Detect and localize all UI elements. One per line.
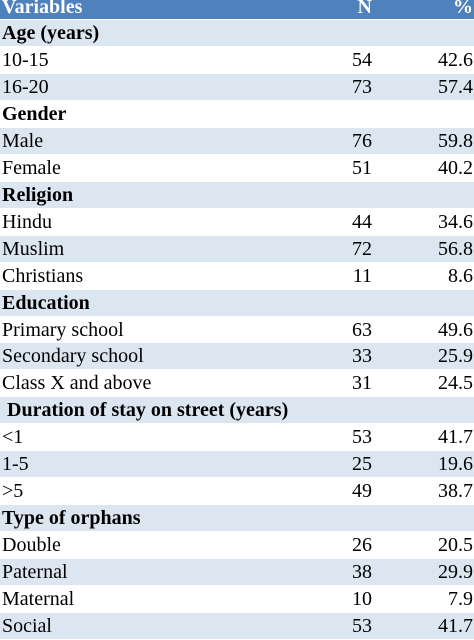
percent-cell: 34.6	[438, 210, 473, 233]
count-cell: 33	[352, 345, 372, 368]
percent-cell: 29.9	[438, 561, 473, 584]
section-title: Religion	[2, 183, 74, 206]
table-row: Paternal 38 29.9	[0, 559, 474, 587]
count-cell: 76	[352, 129, 372, 152]
count-cell: 26	[352, 534, 372, 557]
variable-label: Hindu	[2, 210, 52, 233]
table-row: Hindu 44 34.6	[0, 209, 474, 236]
count-cell: 25	[352, 453, 372, 476]
table-row: Male 76 59.8	[0, 127, 474, 155]
percent-cell: 25.9	[438, 345, 473, 368]
percent-cell: 40.2	[438, 156, 473, 179]
variable-label: 1-5	[2, 453, 29, 476]
variable-label: >5	[2, 480, 24, 503]
percent-cell: 8.6	[448, 264, 473, 287]
count-cell: 54	[352, 48, 372, 71]
percent-cell: 56.8	[438, 237, 473, 260]
percent-cell: 42.6	[438, 48, 473, 71]
variable-label: Class X and above	[2, 372, 152, 395]
section-row: Gender	[0, 101, 474, 128]
variable-label: Female	[2, 156, 61, 179]
header-row: Variables N%	[0, 0, 474, 20]
count-cell: 38	[352, 561, 372, 584]
count-cell: 53	[352, 615, 372, 638]
section-title: Education	[2, 291, 90, 314]
section-row: Education	[0, 289, 474, 317]
percent-cell: 38.7	[438, 480, 473, 503]
table-row: 10-15 54 42.6	[0, 47, 474, 74]
variable-label: Paternal	[2, 561, 68, 584]
count-cell: 73	[352, 75, 372, 98]
table-row: Christians 11 8.6	[0, 263, 474, 290]
table-row: 1-5 25 19.6	[0, 451, 474, 479]
section-title: Age (years)	[2, 22, 100, 44]
section-row: Type of orphans	[0, 505, 474, 533]
count-cell: 31	[352, 372, 372, 395]
percent-cell: 20.5	[438, 534, 473, 557]
table-row: >5 49 38.7	[0, 478, 474, 506]
percent-cell: 41.7	[438, 615, 473, 638]
table-row: 16-20 73 57.4	[0, 73, 474, 101]
variable-label: Christians	[2, 264, 84, 287]
section-title: Gender	[2, 102, 67, 125]
count-cell: 53	[352, 426, 372, 449]
table-row: Maternal 10 7.9	[0, 586, 474, 614]
percent-cell: 7.9	[448, 588, 473, 611]
variable-label: Muslim	[2, 237, 65, 260]
variable-label: <1	[2, 426, 24, 449]
count-cell: 63	[352, 318, 372, 341]
table-row: Secondary school 33 25.9	[0, 343, 474, 371]
count-cell: 51	[352, 156, 372, 179]
table-row: Muslim 72 56.8	[0, 235, 474, 263]
header-cell: N	[357, 0, 372, 18]
variable-label: Secondary school	[2, 345, 144, 368]
section-row: Religion	[0, 181, 474, 209]
percent-cell: 19.6	[438, 453, 473, 476]
percent-cell: 49.6	[438, 318, 473, 341]
section-row: Age (years)	[0, 20, 474, 47]
variable-label: Social	[2, 615, 52, 638]
variable-label: 16-20	[2, 75, 49, 98]
variable-label: Double	[2, 534, 61, 557]
section-row: Duration of stay on street (years)	[0, 397, 474, 425]
count-cell: 11	[352, 264, 372, 287]
variable-label: Male	[2, 129, 44, 152]
percent-cell: 57.4	[438, 75, 473, 98]
variable-label: 10-15	[2, 48, 49, 71]
count-cell: 44	[352, 210, 372, 233]
variable-label: Maternal	[2, 588, 75, 611]
section-title: Duration of stay on street (years)	[2, 399, 289, 422]
count-cell: 49	[352, 480, 372, 503]
count-cell: 10	[352, 588, 372, 611]
table-row: <1 53 41.7	[0, 424, 474, 452]
header-cell: %	[453, 0, 473, 18]
variable-label: Primary school	[2, 318, 124, 341]
table-row: Primary school 63 49.6	[0, 317, 474, 344]
section-title: Type of orphans	[2, 507, 141, 530]
header-cell: Variables	[2, 0, 83, 18]
table-row: Female 51 40.2	[0, 155, 474, 182]
percent-cell: 24.5	[438, 372, 473, 395]
table-row: Class X and above 31 24.5	[0, 370, 474, 398]
percent-cell: 59.8	[438, 129, 473, 152]
table-row: Social 53 41.7	[0, 613, 474, 640]
percent-cell: 41.7	[438, 426, 473, 449]
table-row: Double 26 20.5	[0, 532, 474, 560]
count-cell: 72	[352, 237, 372, 260]
